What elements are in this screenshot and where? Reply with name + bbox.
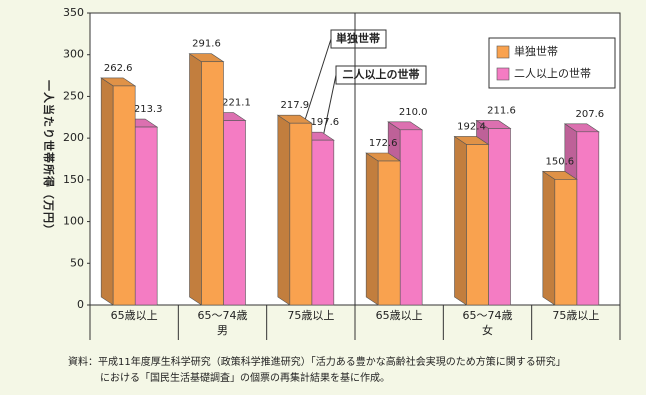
legend-swatch — [496, 45, 510, 59]
bar-front — [112, 85, 136, 306]
data-label: 291.6 — [192, 39, 221, 50]
bar — [365, 152, 402, 306]
y-tick-label: 250 — [63, 89, 84, 102]
bar-side — [277, 114, 291, 306]
bar-front — [466, 144, 489, 306]
bar — [276, 114, 313, 306]
bar-front — [201, 61, 224, 306]
data-label: 197.6 — [311, 117, 340, 128]
bar-front — [488, 128, 511, 306]
y-tick-label: 100 — [63, 215, 84, 228]
bar-side — [542, 170, 556, 306]
legend-label: 二人以上の世帯 — [514, 67, 591, 80]
bar-side — [365, 152, 379, 306]
bar — [541, 170, 578, 306]
legend — [488, 37, 616, 89]
y-tick-label: 350 — [63, 6, 84, 19]
data-label: 210.0 — [399, 107, 428, 118]
annotation-line — [304, 38, 332, 121]
y-tick-label: 200 — [63, 131, 84, 144]
source: における「国民生活基礎調査」の個票の再集計結果を基に作成。 — [100, 371, 390, 384]
bar-front — [377, 160, 401, 306]
bar-front — [576, 131, 600, 306]
y-tick-label: 150 — [63, 173, 84, 186]
bar-front — [399, 129, 423, 306]
y-tick-label: 50 — [70, 256, 84, 269]
bar — [188, 53, 225, 306]
group-label: 男 — [217, 324, 228, 337]
annotation: 単独世帯 — [336, 31, 380, 45]
x-tick-label: 65～74歳 — [198, 309, 248, 322]
data-label: 262.6 — [104, 63, 133, 74]
annotation: 二人以上の世帯 — [343, 67, 420, 81]
bar-side — [189, 53, 202, 306]
x-tick-label: 65歳以上 — [376, 309, 423, 322]
data-label: 217.9 — [281, 100, 310, 111]
x-tick-label: 75歳以上 — [287, 309, 334, 322]
x-tick-label: 75歳以上 — [552, 309, 599, 322]
bar-side — [454, 135, 467, 306]
bar-front — [289, 122, 313, 306]
y-tick-label: 300 — [63, 48, 84, 61]
bar-front — [134, 126, 158, 306]
bar-front — [554, 179, 578, 306]
data-label: 192.4 — [457, 121, 486, 132]
group-label: 女 — [482, 323, 493, 337]
bar-front — [223, 120, 246, 306]
source: 資料：平成11年度厚生科学研究（政策科学推進研究）「活力ある豊かな高齢社会実現の… — [68, 355, 566, 368]
legend-swatch — [496, 67, 510, 81]
data-label: 221.1 — [222, 98, 251, 109]
data-label: 211.6 — [487, 105, 516, 116]
bar — [100, 77, 137, 306]
data-label: 213.3 — [134, 104, 163, 115]
data-label: 172.6 — [369, 138, 398, 149]
bar-front — [311, 139, 335, 306]
y-axis-label: 一人当たり世帯所得（万円） — [42, 80, 56, 236]
legend-label: 単独世帯 — [514, 44, 558, 58]
data-label: 207.6 — [576, 109, 605, 120]
x-tick-label: 65歳以上 — [111, 309, 158, 322]
x-tick-label: 65～74歳 — [463, 309, 513, 322]
data-label: 150.6 — [546, 156, 575, 167]
annotation-line — [321, 74, 337, 143]
y-tick-label: 0 — [77, 298, 84, 311]
bar — [453, 135, 490, 306]
bar-side — [100, 77, 114, 306]
